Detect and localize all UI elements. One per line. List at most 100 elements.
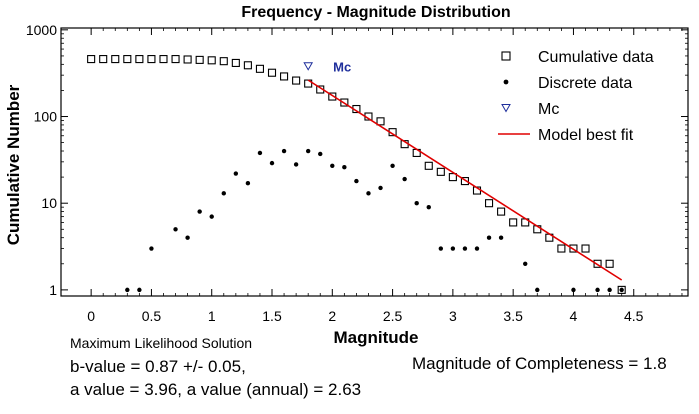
cumulative-point [123,55,132,64]
legend-cumulative-marker [501,51,511,61]
y-axis-label: Cumulative Number [4,84,23,245]
legend: Cumulative data Discrete data Mc Model best… [498,49,654,144]
x-tick-label: 2 [328,308,336,324]
discrete-point [149,246,154,251]
cumulative-point [304,79,313,88]
cumulative-point [183,55,192,64]
discrete-point [474,246,480,251]
discrete-point [318,151,323,157]
discrete-point [354,178,359,184]
x-tick-label: 2.5 [383,308,403,324]
a-value-text: a value = 3.96, a value (annual) = 2.63 [70,380,362,399]
cumulative-point [195,55,204,64]
discrete-point [390,163,395,169]
x-tick-label: 3 [449,308,457,324]
completeness-text: Magnitude of Completeness = 1.8 [412,354,667,373]
x-tick-label: 1.5 [262,308,282,324]
legend-label: Discrete data [538,75,632,92]
cumulative-point [557,244,566,253]
x-tick-label: 1 [208,308,216,324]
legend-label: Cumulative data [538,49,654,66]
x-tick-label: 3.5 [503,308,523,324]
discrete-point [607,287,612,293]
discrete-point [281,148,287,154]
discrete-point [209,214,214,219]
model-fit-line [307,79,623,281]
b-value-text: b-value = 0.87 +/- 0.05, [70,357,246,376]
legend-mc-marker [501,104,511,113]
legend-discrete-marker [503,79,509,85]
cumulative-point [255,64,265,73]
cumulative-point [497,207,506,216]
discrete-point [257,150,263,156]
y-tick-label: 10 [41,195,57,211]
discrete-point [486,235,492,240]
axis-ticks: 0 0.5 1 1.5 2 2.5 3 3.5 4 4.5 1 10 100 1000 [26,22,688,324]
cumulative-point [484,199,494,208]
chart-title: Frequency - Magnitude Distribution [241,4,510,21]
discrete-point [462,246,468,251]
discrete-point [378,185,383,191]
cumulative-point [605,259,614,268]
cumulative-point [111,55,120,64]
discrete-point [185,235,190,240]
discrete-point [342,165,347,170]
discrete-point [523,261,528,266]
discrete-point [173,227,178,232]
cumulative-point [328,92,337,101]
discrete-point [438,246,444,251]
cumulative-point [460,177,469,186]
cumulative-point [207,56,216,65]
cumulative-point [135,55,144,64]
cumulative-point [280,72,289,81]
cumulative-point [448,173,457,182]
plot-frame [60,27,689,297]
mc-point [303,62,314,71]
discrete-point [269,160,275,166]
y-tick-label: 1 [49,282,57,298]
discrete-point [245,181,251,186]
discrete-point [619,287,624,293]
discrete-point [535,287,540,293]
discrete-point [233,171,239,176]
discrete-point [450,246,456,251]
cumulative-point [243,61,252,70]
discrete-point [498,235,504,240]
x-tick-label: 0 [87,308,95,324]
discrete-point [366,191,371,196]
discrete-point [571,287,576,293]
discrete-point [414,201,419,206]
cumulative-point [267,68,277,77]
cumulative-point [436,167,445,176]
y-tick-label: 100 [34,109,58,125]
discrete-point [402,176,407,182]
x-tick-label: 4 [570,308,578,324]
cumulative-point [581,244,590,253]
x-axis-label: Magnitude [334,328,419,347]
x-tick-label: 4.5 [624,308,644,324]
legend-label: Model best fit [538,127,634,144]
data-marks: Mc [87,55,626,294]
cumulative-point [376,117,385,126]
ml-solution-title: Maximum Likelihood Solution [70,335,253,351]
discrete-point [137,287,142,293]
discrete-point [426,204,431,210]
discrete-point [330,163,335,169]
mc-point-label: Mc [333,59,351,74]
cumulative-point [231,58,240,67]
cumulative-point [292,76,301,85]
y-tick-label: 1000 [26,22,57,38]
discrete-point [595,287,600,293]
cumulative-point [509,218,518,227]
discrete-point [293,162,299,167]
cumulative-point [87,55,96,64]
legend-label: Mc [538,101,559,118]
x-tick-label: 0.5 [142,308,162,324]
cumulative-point [159,55,168,64]
cumulative-point [424,161,433,170]
cumulative-point [99,55,108,64]
discrete-point [125,287,130,293]
discrete-point [305,148,311,154]
